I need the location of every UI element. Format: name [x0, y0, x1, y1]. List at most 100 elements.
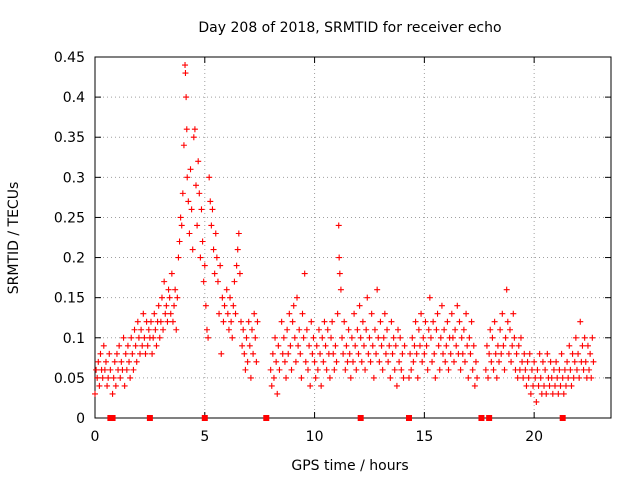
- data-point: [490, 366, 497, 373]
- data-point: [424, 366, 431, 373]
- data-point: [521, 350, 528, 357]
- data-point-zero: [478, 415, 485, 421]
- data-point: [172, 286, 179, 293]
- data-point: [590, 358, 597, 365]
- data-point: [331, 366, 338, 373]
- data-point: [470, 342, 477, 349]
- data-point: [313, 342, 320, 349]
- data-point: [454, 302, 461, 309]
- data-point: [93, 366, 100, 373]
- data-point: [224, 310, 231, 317]
- data-point: [493, 374, 500, 381]
- data-point: [244, 358, 251, 365]
- data-point: [522, 366, 529, 373]
- data-point: [174, 294, 181, 301]
- x-tick-label: 15: [415, 429, 433, 445]
- data-point: [240, 326, 247, 333]
- data-point: [294, 294, 301, 301]
- data-point: [333, 358, 340, 365]
- data-point: [360, 342, 367, 349]
- data-point: [298, 374, 305, 381]
- data-point: [426, 294, 433, 301]
- data-point: [501, 366, 508, 373]
- data-point: [569, 350, 576, 357]
- data-point: [371, 326, 378, 333]
- data-point: [247, 374, 254, 381]
- data-point: [312, 374, 319, 381]
- y-tick-labels: 0 0.05 0.1 0.15 0.2 0.25 0.3 0.35 0.4 0.45: [54, 50, 85, 427]
- data-point: [400, 374, 407, 381]
- data-point: [111, 358, 118, 365]
- data-point: [201, 262, 208, 269]
- data-point: [465, 374, 472, 381]
- data-point: [142, 350, 149, 357]
- data-point-zero: [263, 415, 270, 421]
- data-point: [554, 374, 561, 381]
- data-point: [528, 366, 535, 373]
- data-point: [408, 366, 415, 373]
- data-point: [138, 326, 145, 333]
- data-point: [280, 334, 287, 341]
- data-point: [198, 206, 205, 213]
- data-point: [382, 350, 389, 357]
- data-point: [516, 366, 523, 373]
- data-point: [102, 358, 109, 365]
- data-point: [560, 390, 567, 397]
- data-point: [412, 318, 419, 325]
- data-point-zero: [109, 415, 116, 421]
- data-point: [363, 326, 370, 333]
- data-point: [586, 366, 593, 373]
- data-point: [179, 190, 186, 197]
- data-point: [321, 318, 328, 325]
- data-point: [527, 390, 534, 397]
- plot-frame: [94, 56, 612, 419]
- data-point: [568, 382, 575, 389]
- data-point: [440, 350, 447, 357]
- data-point: [564, 358, 571, 365]
- data-point: [329, 318, 336, 325]
- data-point: [390, 334, 397, 341]
- data-point: [396, 358, 403, 365]
- data-point: [459, 350, 466, 357]
- data-point: [289, 318, 296, 325]
- data-point: [106, 350, 113, 357]
- data-point: [369, 342, 376, 349]
- data-point: [345, 326, 352, 333]
- data-point: [482, 366, 489, 373]
- data-point: [156, 334, 163, 341]
- data-point: [173, 326, 180, 333]
- data-point: [153, 342, 160, 349]
- data-point: [243, 334, 250, 341]
- data-point: [344, 358, 351, 365]
- data-point: [287, 342, 294, 349]
- data-point: [141, 334, 148, 341]
- data-point: [423, 342, 430, 349]
- data-point: [188, 206, 195, 213]
- data-point: [550, 366, 557, 373]
- y-tick-label: 0.2: [63, 251, 85, 267]
- data-point: [357, 334, 364, 341]
- data-point: [460, 326, 467, 333]
- data-point: [150, 334, 157, 341]
- data-point: [429, 358, 436, 365]
- data-point: [219, 294, 226, 301]
- data-point: [227, 294, 234, 301]
- data-point: [322, 342, 329, 349]
- data-point: [99, 374, 106, 381]
- data-point: [558, 350, 565, 357]
- data-point: [134, 318, 141, 325]
- data-point: [145, 326, 152, 333]
- data-point: [200, 278, 207, 285]
- data-point: [304, 366, 311, 373]
- data-point: [292, 358, 299, 365]
- data-point: [434, 310, 441, 317]
- data-point: [242, 366, 249, 373]
- data-point: [368, 310, 375, 317]
- data-point: [94, 374, 101, 381]
- data-point: [573, 366, 580, 373]
- data-point: [549, 390, 556, 397]
- data-point: [301, 270, 308, 277]
- data-point: [236, 270, 243, 277]
- data-point: [491, 318, 498, 325]
- data-point: [275, 342, 282, 349]
